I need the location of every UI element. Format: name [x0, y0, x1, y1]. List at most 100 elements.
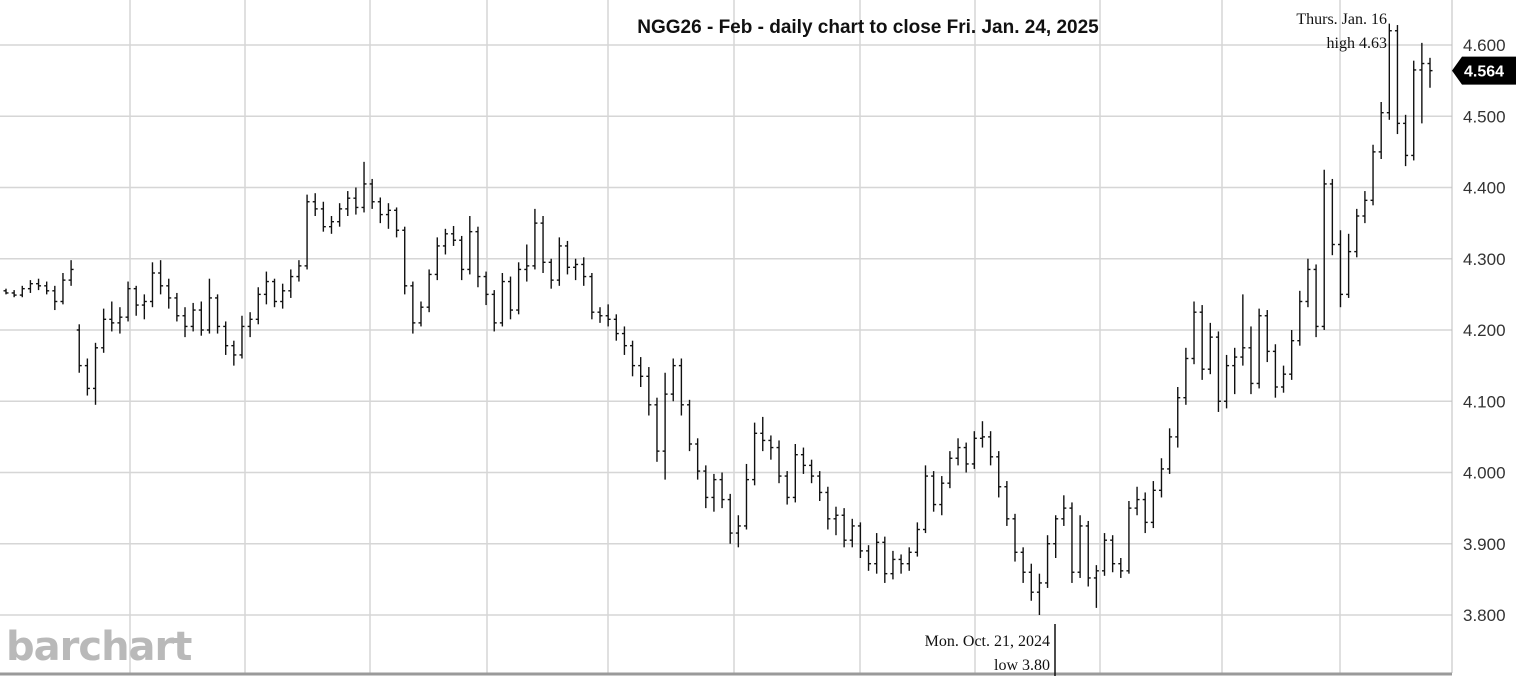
ohlc-bar — [1150, 481, 1156, 529]
ohlc-bar — [1427, 57, 1433, 88]
ohlc-bar — [955, 438, 961, 466]
ohlc-bar — [866, 545, 872, 571]
ohlc-bar — [971, 431, 977, 469]
ohlc-bar — [621, 326, 627, 355]
ohlc-bar — [638, 357, 644, 387]
barchart-logo: barchart — [6, 624, 192, 670]
ohlc-bar — [743, 463, 749, 530]
ohlc-bar — [451, 225, 457, 246]
y-tick-label: 3.800 — [1463, 606, 1506, 625]
ohlc-bar — [1110, 535, 1116, 573]
ohlc-bar — [93, 342, 99, 405]
ohlc-bar — [1061, 495, 1067, 526]
ohlc-bar — [1232, 347, 1238, 395]
ohlc-bar — [1272, 344, 1278, 398]
ohlc-bar — [809, 459, 815, 484]
ohlc-bar — [654, 397, 660, 462]
y-tick-label: 4.200 — [1463, 321, 1506, 340]
low-annotation-date: Mon. Oct. 21, 2024 — [925, 633, 1050, 650]
ohlc-bar — [1354, 208, 1360, 258]
ohlc-bar — [312, 193, 318, 216]
ohlc-bar — [272, 278, 278, 308]
ohlc-bar — [849, 518, 855, 548]
ohlc-bar — [1028, 563, 1034, 601]
ohlc-bar — [573, 258, 579, 281]
ohlc-bar — [1297, 290, 1303, 346]
ohlc-bar — [239, 315, 245, 359]
ohlc-bar — [255, 287, 261, 325]
ohlc-bar — [1411, 60, 1417, 161]
last-price-label: 4.564 — [1464, 64, 1504, 81]
y-tick-label: 4.300 — [1463, 250, 1506, 269]
ohlc-bar — [231, 340, 237, 366]
ohlc-bar — [174, 292, 180, 322]
ohlc-bar — [385, 203, 391, 229]
ohlc-bar — [890, 550, 896, 580]
ohlc-bar — [760, 416, 766, 452]
ohlc-bar — [166, 278, 172, 309]
ohlc-bar — [467, 216, 473, 275]
ohlc-bar — [1403, 114, 1409, 167]
ohlc-bar — [215, 294, 221, 334]
ohlc-bar — [1175, 387, 1181, 448]
ohlc-bar — [280, 283, 286, 309]
ohlc-bar — [548, 258, 554, 289]
ohlc-bar — [597, 307, 603, 323]
ohlc-bar — [931, 471, 937, 512]
last-price-badge — [1452, 56, 1516, 85]
ohlc-bar — [963, 442, 969, 473]
ohlc-bar — [68, 260, 74, 286]
ohlc-bar — [158, 260, 164, 295]
ohlc-bar — [426, 269, 432, 313]
ohlc-bar — [1281, 365, 1287, 393]
ohlc-bar — [857, 522, 863, 558]
ohlc-bar — [36, 278, 42, 291]
ohlc-bar — [1012, 513, 1018, 562]
ohlc-bar — [1077, 515, 1083, 578]
ohlc-bar — [1142, 492, 1148, 534]
ohlc-bar — [1362, 191, 1368, 224]
ohlc-bar — [581, 257, 587, 286]
ohlc-bar — [564, 240, 570, 275]
ohlc-bar — [906, 547, 912, 571]
ohlc-bar — [1264, 310, 1270, 363]
ohlc-bar — [1069, 502, 1075, 583]
ohlc-bar — [540, 216, 546, 273]
ohlc-bar — [1004, 481, 1010, 526]
ohlc-bar — [776, 440, 782, 484]
y-tick-label: 4.100 — [1463, 392, 1506, 411]
ohlc-bar — [825, 486, 831, 530]
ohlc-bar — [101, 308, 107, 353]
ohlc-bar — [1036, 573, 1042, 615]
ohlc-bar — [223, 321, 229, 355]
ohlc-bar — [1256, 308, 1262, 389]
y-tick-label: 4.400 — [1463, 179, 1506, 198]
ohlc-bar — [1199, 305, 1205, 380]
high-annotation-value: high 4.63 — [1327, 35, 1387, 52]
ohlc-bar — [27, 280, 33, 293]
ohlc-bar — [418, 301, 424, 327]
ohlc-bar — [369, 178, 375, 209]
grid-layer — [0, 0, 1453, 676]
ohlc-bar — [1240, 294, 1246, 366]
ohlc-bar — [475, 226, 481, 288]
ohlc-bar — [377, 197, 383, 224]
ohlc-bar — [1053, 515, 1059, 558]
ohlc-bar — [1248, 326, 1254, 395]
ohlc-bar — [556, 237, 562, 286]
bars-layer — [3, 23, 1433, 615]
ohlc-bar — [1085, 520, 1091, 587]
ohlc-bar — [1191, 301, 1197, 365]
ohlc-bar — [337, 203, 343, 227]
ohlc-bar — [141, 294, 147, 320]
ohlc-bar — [117, 307, 123, 334]
ohlc-bar — [939, 476, 945, 516]
low-annotation-value: low 3.80 — [994, 657, 1050, 674]
ohlc-bar — [1167, 428, 1173, 474]
ohlc-bar — [703, 465, 709, 509]
ohlc-bar — [882, 536, 888, 583]
ohlc-bar — [800, 447, 806, 474]
y-tick-label: 4.000 — [1463, 464, 1506, 483]
ohlc-bar — [11, 290, 17, 298]
